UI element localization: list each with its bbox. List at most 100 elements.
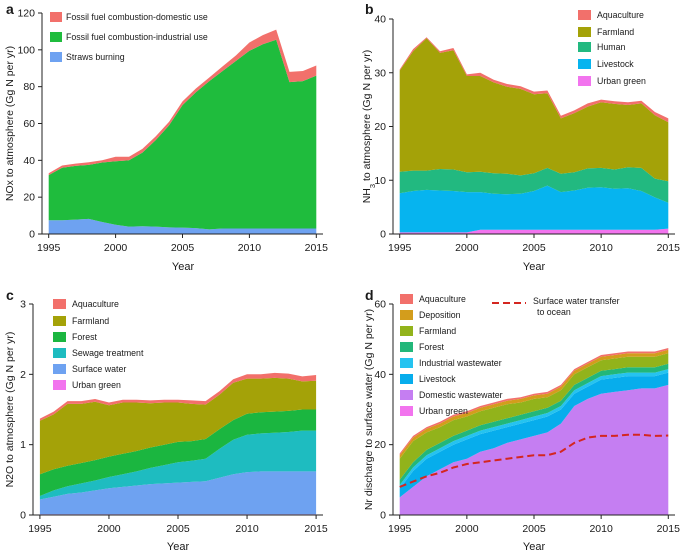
line-d-surface-water-transfer xyxy=(399,433,669,488)
legend-swatch xyxy=(400,342,413,352)
legend-swatch xyxy=(400,358,413,368)
area-c-forest xyxy=(39,409,317,496)
x-axis-label: Year xyxy=(523,541,546,553)
legend-label: Sewage treatment xyxy=(72,348,144,358)
y-tick-label: 20 xyxy=(23,192,35,204)
y-axis-label: N2O to atmosphere (Gg N per yr) xyxy=(4,332,16,488)
y-axis-label: Nr discharge to surface water (Gg N per … xyxy=(363,309,375,510)
area-c-sewage-treatment xyxy=(39,430,317,500)
x-tick-label: 2000 xyxy=(455,242,479,254)
y-tick-label: 80 xyxy=(23,81,35,93)
area-b-human xyxy=(399,167,669,203)
y-tick-label: 60 xyxy=(374,299,386,311)
y-tick-label: 30 xyxy=(374,67,386,79)
legend-label: to ocean xyxy=(537,307,571,317)
legend-label: Aquaculture xyxy=(597,10,644,20)
y-tick-label: 100 xyxy=(17,44,35,56)
x-tick-label: 2015 xyxy=(304,523,328,535)
legend-swatch xyxy=(578,76,591,86)
panel-letter: d xyxy=(365,287,374,303)
legend-label: Aquaculture xyxy=(72,299,119,309)
x-tick-label: 2015 xyxy=(657,242,681,254)
y-tick-label: 0 xyxy=(29,229,35,241)
legend-swatch xyxy=(53,380,66,390)
area-b-farmland xyxy=(399,38,669,182)
y-tick-label: 0 xyxy=(380,229,386,241)
area-a-fossil-fuel-combustion-domestic-use xyxy=(48,29,317,176)
y-tick-label: 20 xyxy=(374,121,386,133)
y-tick-label: 0 xyxy=(380,510,386,522)
area-d-domestic-wastewater xyxy=(399,384,669,515)
panel-letter: c xyxy=(6,287,14,303)
area-c-surface-water xyxy=(39,471,317,515)
x-tick-label: 1995 xyxy=(28,523,52,535)
legend-swatch xyxy=(53,332,66,342)
x-tick-label: 2005 xyxy=(166,523,190,535)
legend-label: Fossil fuel combustion-industrial use xyxy=(66,32,208,42)
legend-label: Farmland xyxy=(419,326,456,336)
y-tick-label: 20 xyxy=(374,439,386,451)
legend-swatch xyxy=(578,27,591,37)
legend-label: Livestock xyxy=(419,374,456,384)
legend-swatch xyxy=(578,59,591,69)
y-tick-label: 10 xyxy=(374,175,386,187)
y-tick-label: 2 xyxy=(20,369,26,381)
area-b-urban-green xyxy=(399,228,669,234)
area-c-aquaculture xyxy=(39,372,317,421)
legend-swatch xyxy=(53,316,66,326)
chart-panel-b: 0 10 20 30 40 1995 2000 2005 2010 2015 Year NH3 to … xyxy=(361,1,680,273)
legend-swatch xyxy=(50,52,62,62)
legend-label: Industrial wastewater xyxy=(419,358,502,368)
legend-label: Surface water transfer xyxy=(533,296,620,306)
x-tick-label: 2010 xyxy=(238,242,262,254)
y-tick-label: 60 xyxy=(23,118,35,130)
x-tick-label: 2005 xyxy=(171,242,195,254)
y-tick-label: 40 xyxy=(23,155,35,167)
y-axis-label: NH3 to atmosphere (Gg N per yr) xyxy=(361,50,377,204)
legend-swatch xyxy=(53,299,66,309)
legend-label: Livestock xyxy=(597,59,634,69)
x-tick-label: 2000 xyxy=(104,242,128,254)
area-c-farmland xyxy=(39,377,317,475)
y-tick-label: 40 xyxy=(374,369,386,381)
legend-label: Human xyxy=(597,42,625,52)
x-tick-label: 2010 xyxy=(589,242,613,254)
x-tick-label: 2010 xyxy=(235,523,259,535)
legend-swatch xyxy=(400,294,413,304)
legend-label: Domestic wastewater xyxy=(419,390,503,400)
legend-label: Aquaculture xyxy=(419,294,466,304)
legend: Aquaculture Farmland Human Livestock Urban g… xyxy=(578,10,646,86)
legend-swatch xyxy=(53,364,66,374)
chart-panel-d: 0 20 40 60 1995 2000 2005 2010 2015 Year Nr discha… xyxy=(363,287,680,553)
x-axis-label: Year xyxy=(172,261,195,273)
legend-label: Straws burning xyxy=(66,52,125,62)
x-tick-label: 2015 xyxy=(305,242,329,254)
x-tick-label: 2015 xyxy=(657,523,681,535)
legend-swatch xyxy=(400,390,413,400)
legend-swatch xyxy=(53,348,66,358)
legend-swatch xyxy=(50,12,62,22)
legend-label: Fossil fuel combustion-domestic use xyxy=(66,12,208,22)
legend-swatch xyxy=(578,10,591,20)
area-b-livestock xyxy=(399,185,669,233)
y-tick-label: 120 xyxy=(17,8,35,20)
legend: Aquaculture Deposition Farmland Forest Indus… xyxy=(400,294,620,416)
legend-label: Urban green xyxy=(597,76,646,86)
x-tick-label: 1995 xyxy=(388,523,412,535)
legend-label: Surface water xyxy=(72,364,126,374)
area-d-livestock xyxy=(399,372,669,498)
legend-label: Farmland xyxy=(597,27,634,37)
legend-label: Forest xyxy=(72,332,97,342)
y-tick-label: 3 xyxy=(20,299,26,311)
legend-label: Farmland xyxy=(72,316,109,326)
x-axis-label: Year xyxy=(167,541,190,553)
x-axis-label: Year xyxy=(523,261,546,273)
y-axis-label: NOx to atmosphere (Gg N per yr) xyxy=(4,46,16,201)
chart-panel-c: 0 1 2 3 1995 2000 2005 2010 2015 Year N2O to atmos… xyxy=(4,287,328,553)
legend-swatch xyxy=(50,32,62,42)
x-tick-label: 1995 xyxy=(37,242,61,254)
x-tick-label: 1995 xyxy=(388,242,412,254)
legend-label: Forest xyxy=(419,342,444,352)
legend-label: Urban green xyxy=(72,380,121,390)
